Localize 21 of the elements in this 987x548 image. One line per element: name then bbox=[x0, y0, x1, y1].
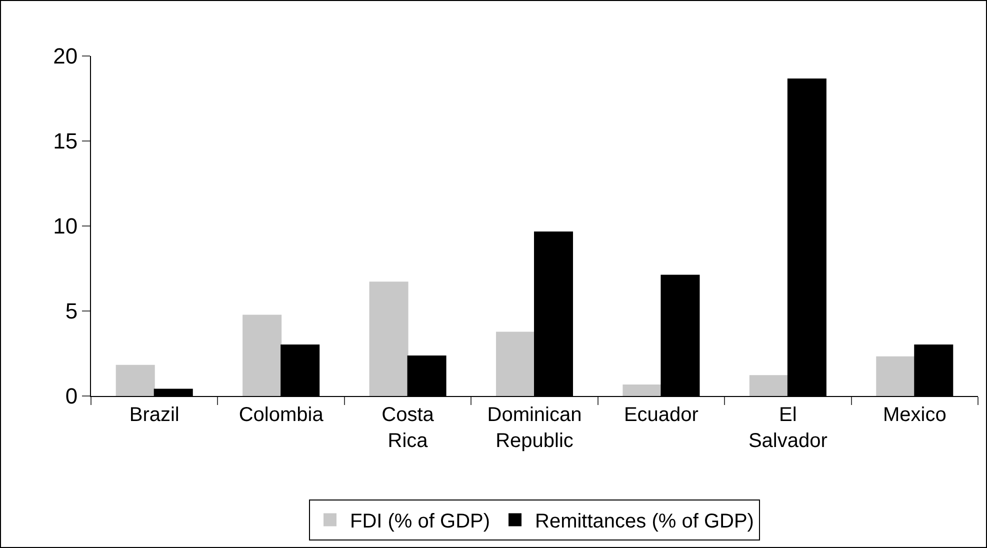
y-tick-label: 5 bbox=[65, 298, 78, 324]
x-tick-label: Ecuador bbox=[624, 404, 699, 426]
y-tick-label: 10 bbox=[53, 214, 78, 239]
bar bbox=[369, 282, 408, 396]
bar bbox=[622, 384, 662, 396]
legend-label: FDI (% of GDP) bbox=[350, 510, 490, 533]
x-tick-label: Costa Rica bbox=[382, 404, 435, 452]
bar bbox=[749, 375, 788, 396]
y-tick-label: 20 bbox=[53, 44, 78, 69]
x-tick-label: Brazil bbox=[129, 404, 180, 426]
y-tick-label: 0 bbox=[65, 384, 78, 409]
bar bbox=[496, 332, 535, 396]
bar bbox=[116, 364, 155, 396]
legend-label: Remittances (% of GDP) bbox=[535, 510, 754, 533]
x-tick-label: Colombia bbox=[238, 404, 324, 426]
bar bbox=[876, 356, 916, 396]
x-tick-label: El Salvador bbox=[748, 404, 828, 452]
y-tick-label: 15 bbox=[53, 128, 78, 154]
x-tick-label: Dominican Republic bbox=[487, 404, 582, 452]
bar bbox=[242, 314, 282, 396]
x-tick-label: Mexico bbox=[882, 404, 946, 426]
